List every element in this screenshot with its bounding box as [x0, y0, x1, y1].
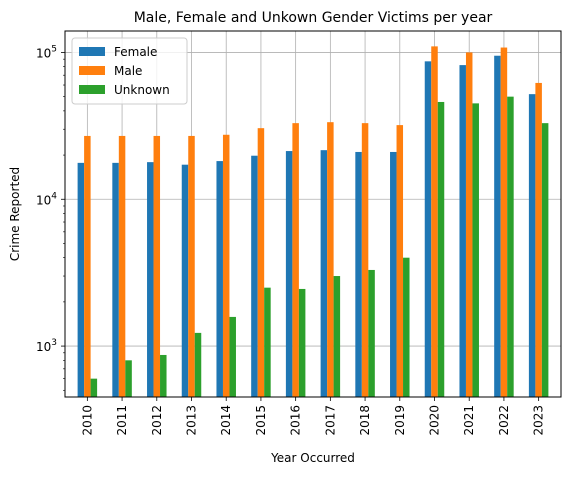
bars-layer: [77, 46, 549, 398]
bar-female-2010: [77, 162, 85, 397]
bar-male-2012: [153, 135, 161, 398]
bar-female-2023: [528, 94, 536, 398]
bar-female-2022: [494, 55, 501, 397]
x-tick-label: 2014: [219, 405, 233, 436]
bar-unknown-2023: [541, 123, 549, 397]
x-tick-label: 2023: [532, 405, 546, 436]
x-axis-label: Year Occurred: [270, 451, 355, 465]
bar-female-2016: [285, 151, 293, 397]
bar-male-2010: [84, 135, 91, 398]
x-tick-label: 2020: [428, 405, 442, 436]
bar-unknown-2022: [507, 96, 514, 398]
bar-female-2014: [216, 161, 223, 397]
x-tick-label: 2022: [497, 405, 511, 436]
ticks-layer: 2010 2011 2012 2013 2014 2015 2016 2017 2018 2019…: [36, 44, 546, 435]
bar-female-2013: [181, 164, 189, 397]
x-tick-label: 2010: [80, 405, 94, 436]
bar-unknown-2011: [125, 360, 132, 397]
bar-unknown-2018: [368, 269, 375, 397]
x-tick-label: 2017: [323, 405, 337, 436]
bar-female-2020: [424, 61, 432, 397]
bar-male-2016: [292, 123, 299, 397]
x-tick-label: 2013: [185, 405, 199, 436]
legend-swatch-female: [79, 47, 105, 56]
x-tick-label: 2018: [358, 405, 372, 436]
bar-unknown-2015: [264, 287, 271, 397]
plot-frame: [64, 30, 562, 398]
bar-unknown-2020: [437, 101, 445, 398]
bar-unknown-2010: [90, 378, 98, 397]
legend: Female Male Unknown: [71, 37, 188, 105]
bar-male-2013: [188, 135, 195, 398]
bar-male-2019: [396, 125, 404, 397]
legend-swatch-male: [79, 66, 105, 75]
bar-male-2011: [118, 135, 126, 398]
bar-female-2019: [390, 151, 397, 397]
x-tick-label: 2011: [115, 405, 129, 436]
bar-male-2017: [327, 122, 334, 397]
bar-female-2011: [112, 162, 119, 397]
y-tick-label: 105: [36, 44, 57, 60]
bar-unknown-2021: [472, 103, 479, 397]
x-tick-label: 2015: [254, 405, 268, 436]
bar-male-2022: [500, 47, 508, 398]
bar-female-2015: [251, 155, 258, 397]
bar-female-2018: [355, 151, 362, 397]
bar-female-2017: [320, 150, 328, 397]
bar-unknown-2014: [229, 316, 236, 397]
x-tick-label: 2012: [150, 405, 164, 436]
chart-title: Male, Female and Unkown Gender Victims p…: [134, 10, 493, 26]
bar-unknown-2016: [298, 288, 306, 397]
bar-female-2021: [459, 65, 466, 397]
legend-swatch-unknown: [79, 85, 105, 94]
bar-male-2021: [465, 52, 473, 397]
x-tick-label: 2021: [462, 405, 476, 436]
bar-unknown-2017: [333, 276, 341, 397]
bar-female-2012: [147, 162, 154, 397]
bar-male-2015: [257, 128, 265, 397]
bar-male-2020: [431, 46, 438, 397]
bar-male-2014: [222, 134, 230, 397]
bar-male-2018: [361, 123, 369, 397]
bar-unknown-2019: [403, 257, 410, 397]
bar-male-2023: [535, 82, 542, 397]
legend-label-unknown: Unknown: [114, 83, 170, 97]
bar-unknown-2012: [160, 354, 167, 397]
x-tick-label: 2016: [289, 405, 303, 436]
legend-label-male: Male: [114, 64, 142, 78]
y-tick-label: 103: [36, 338, 57, 354]
bar-unknown-2013: [194, 332, 202, 397]
y-axis-label: Crime Reported: [8, 167, 22, 261]
legend-label-female: Female: [114, 45, 157, 59]
y-tick-label: 104: [36, 191, 57, 207]
x-tick-label: 2019: [393, 405, 407, 436]
